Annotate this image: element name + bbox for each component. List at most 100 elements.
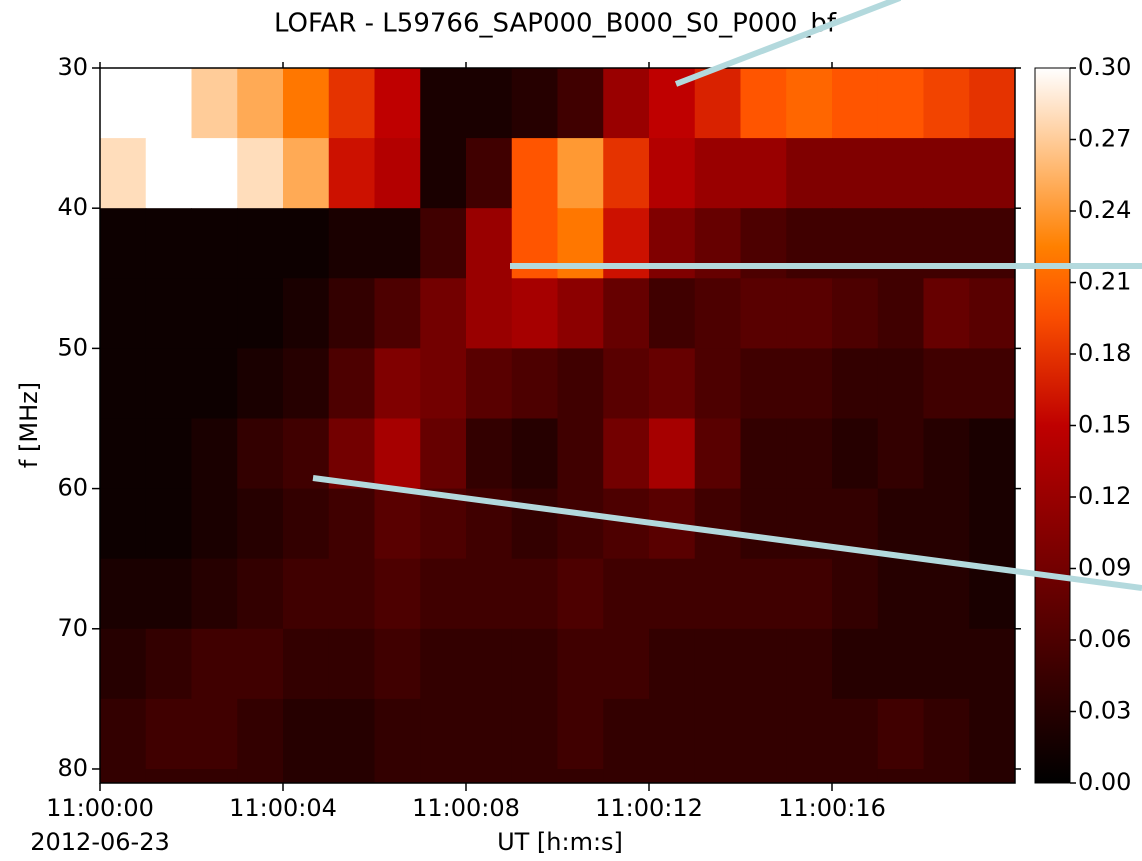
heat-cell (740, 138, 787, 209)
colorbar-tick-label: 0.15 (1078, 411, 1131, 439)
heat-cell (557, 68, 604, 139)
heat-cell (145, 418, 192, 490)
heat-cell (191, 488, 238, 560)
heat-cell (145, 488, 192, 560)
heat-cell (786, 698, 833, 770)
heat-cell (466, 138, 513, 209)
heat-cell (466, 558, 513, 630)
heat-cell (466, 628, 513, 700)
heat-cell (877, 278, 924, 349)
heat-cell (466, 68, 513, 139)
heat-cell (145, 628, 192, 700)
x-tick-label: 11:00:08 (412, 794, 520, 822)
heat-cell (786, 558, 833, 630)
heat-cell (191, 68, 238, 139)
heat-cell (832, 418, 879, 490)
heat-cell (832, 768, 879, 784)
heat-cell (100, 768, 147, 784)
heat-cell (237, 208, 284, 279)
heat-cell (832, 348, 879, 419)
y-tick-label: 40 (57, 193, 88, 221)
heat-cell (511, 628, 558, 700)
heat-cell (191, 138, 238, 209)
y-tick-label: 30 (57, 53, 88, 81)
heat-cell (328, 138, 375, 209)
heat-cell (557, 278, 604, 349)
heat-cell (877, 138, 924, 209)
heat-cell (740, 558, 787, 630)
overlay-line (312, 475, 1142, 591)
heat-cell (786, 138, 833, 209)
heat-cell (283, 138, 330, 209)
heat-cell (786, 348, 833, 419)
y-tick-label: 70 (57, 614, 88, 642)
heat-cell (694, 768, 741, 784)
heat-cell (557, 628, 604, 700)
heat-cell (374, 488, 421, 560)
heat-cell (877, 698, 924, 770)
heat-cell (969, 348, 1016, 419)
heat-cell (603, 68, 650, 139)
heat-cell (923, 418, 970, 490)
heat-cell (191, 278, 238, 349)
heat-cell (328, 768, 375, 784)
heat-cell (923, 698, 970, 770)
heat-cell (694, 628, 741, 700)
heat-cell (877, 348, 924, 419)
heat-cell (603, 348, 650, 419)
heat-cell (649, 768, 696, 784)
colorbar-tick-label: 0.06 (1078, 625, 1131, 653)
y-tick-label: 50 (57, 333, 88, 361)
heat-cell (328, 68, 375, 139)
heat-cell (100, 208, 147, 279)
heat-cell (832, 628, 879, 700)
heat-cell (603, 138, 650, 209)
heat-cell (511, 348, 558, 419)
overlay-lines (312, 0, 1142, 591)
heat-cell (420, 558, 467, 630)
plot-frame (99, 67, 1016, 784)
heat-cell (923, 138, 970, 209)
heat-cell (969, 768, 1016, 784)
heat-cell (283, 278, 330, 349)
heat-cell (466, 348, 513, 419)
heat-cell (694, 348, 741, 419)
heat-cell (328, 628, 375, 700)
heat-cell (100, 278, 147, 349)
heat-cell (100, 488, 147, 560)
heat-cell (649, 698, 696, 770)
heat-cell (374, 768, 421, 784)
heat-cell (740, 278, 787, 349)
heat-cell (511, 68, 558, 139)
heat-cell (969, 68, 1016, 139)
colorbar-tick-label: 0.21 (1078, 268, 1131, 296)
heat-cell (923, 68, 970, 139)
heat-cell (283, 768, 330, 784)
heat-cell (694, 278, 741, 349)
colorbar-tick-label: 0.27 (1078, 125, 1131, 153)
heat-cell (969, 418, 1016, 490)
x-tick-label: 11:00:16 (778, 794, 886, 822)
colorbar (1034, 67, 1071, 784)
heat-cell (649, 558, 696, 630)
heat-cell (374, 68, 421, 139)
heat-cell (740, 68, 787, 139)
heat-cell (786, 418, 833, 490)
heat-cell (191, 208, 238, 279)
heat-cell (420, 208, 467, 279)
heat-cell (969, 138, 1016, 209)
heat-cell (191, 558, 238, 630)
heat-cell (694, 418, 741, 490)
heat-cell (420, 418, 467, 490)
heat-cell (374, 208, 421, 279)
heat-cell (237, 278, 284, 349)
heat-cell (420, 68, 467, 139)
heat-cell (283, 558, 330, 630)
heat-cell (649, 348, 696, 419)
heat-cell (237, 768, 284, 784)
heat-cell (786, 68, 833, 139)
heat-cell (145, 278, 192, 349)
heat-cell (283, 698, 330, 770)
heat-cell (557, 488, 604, 560)
